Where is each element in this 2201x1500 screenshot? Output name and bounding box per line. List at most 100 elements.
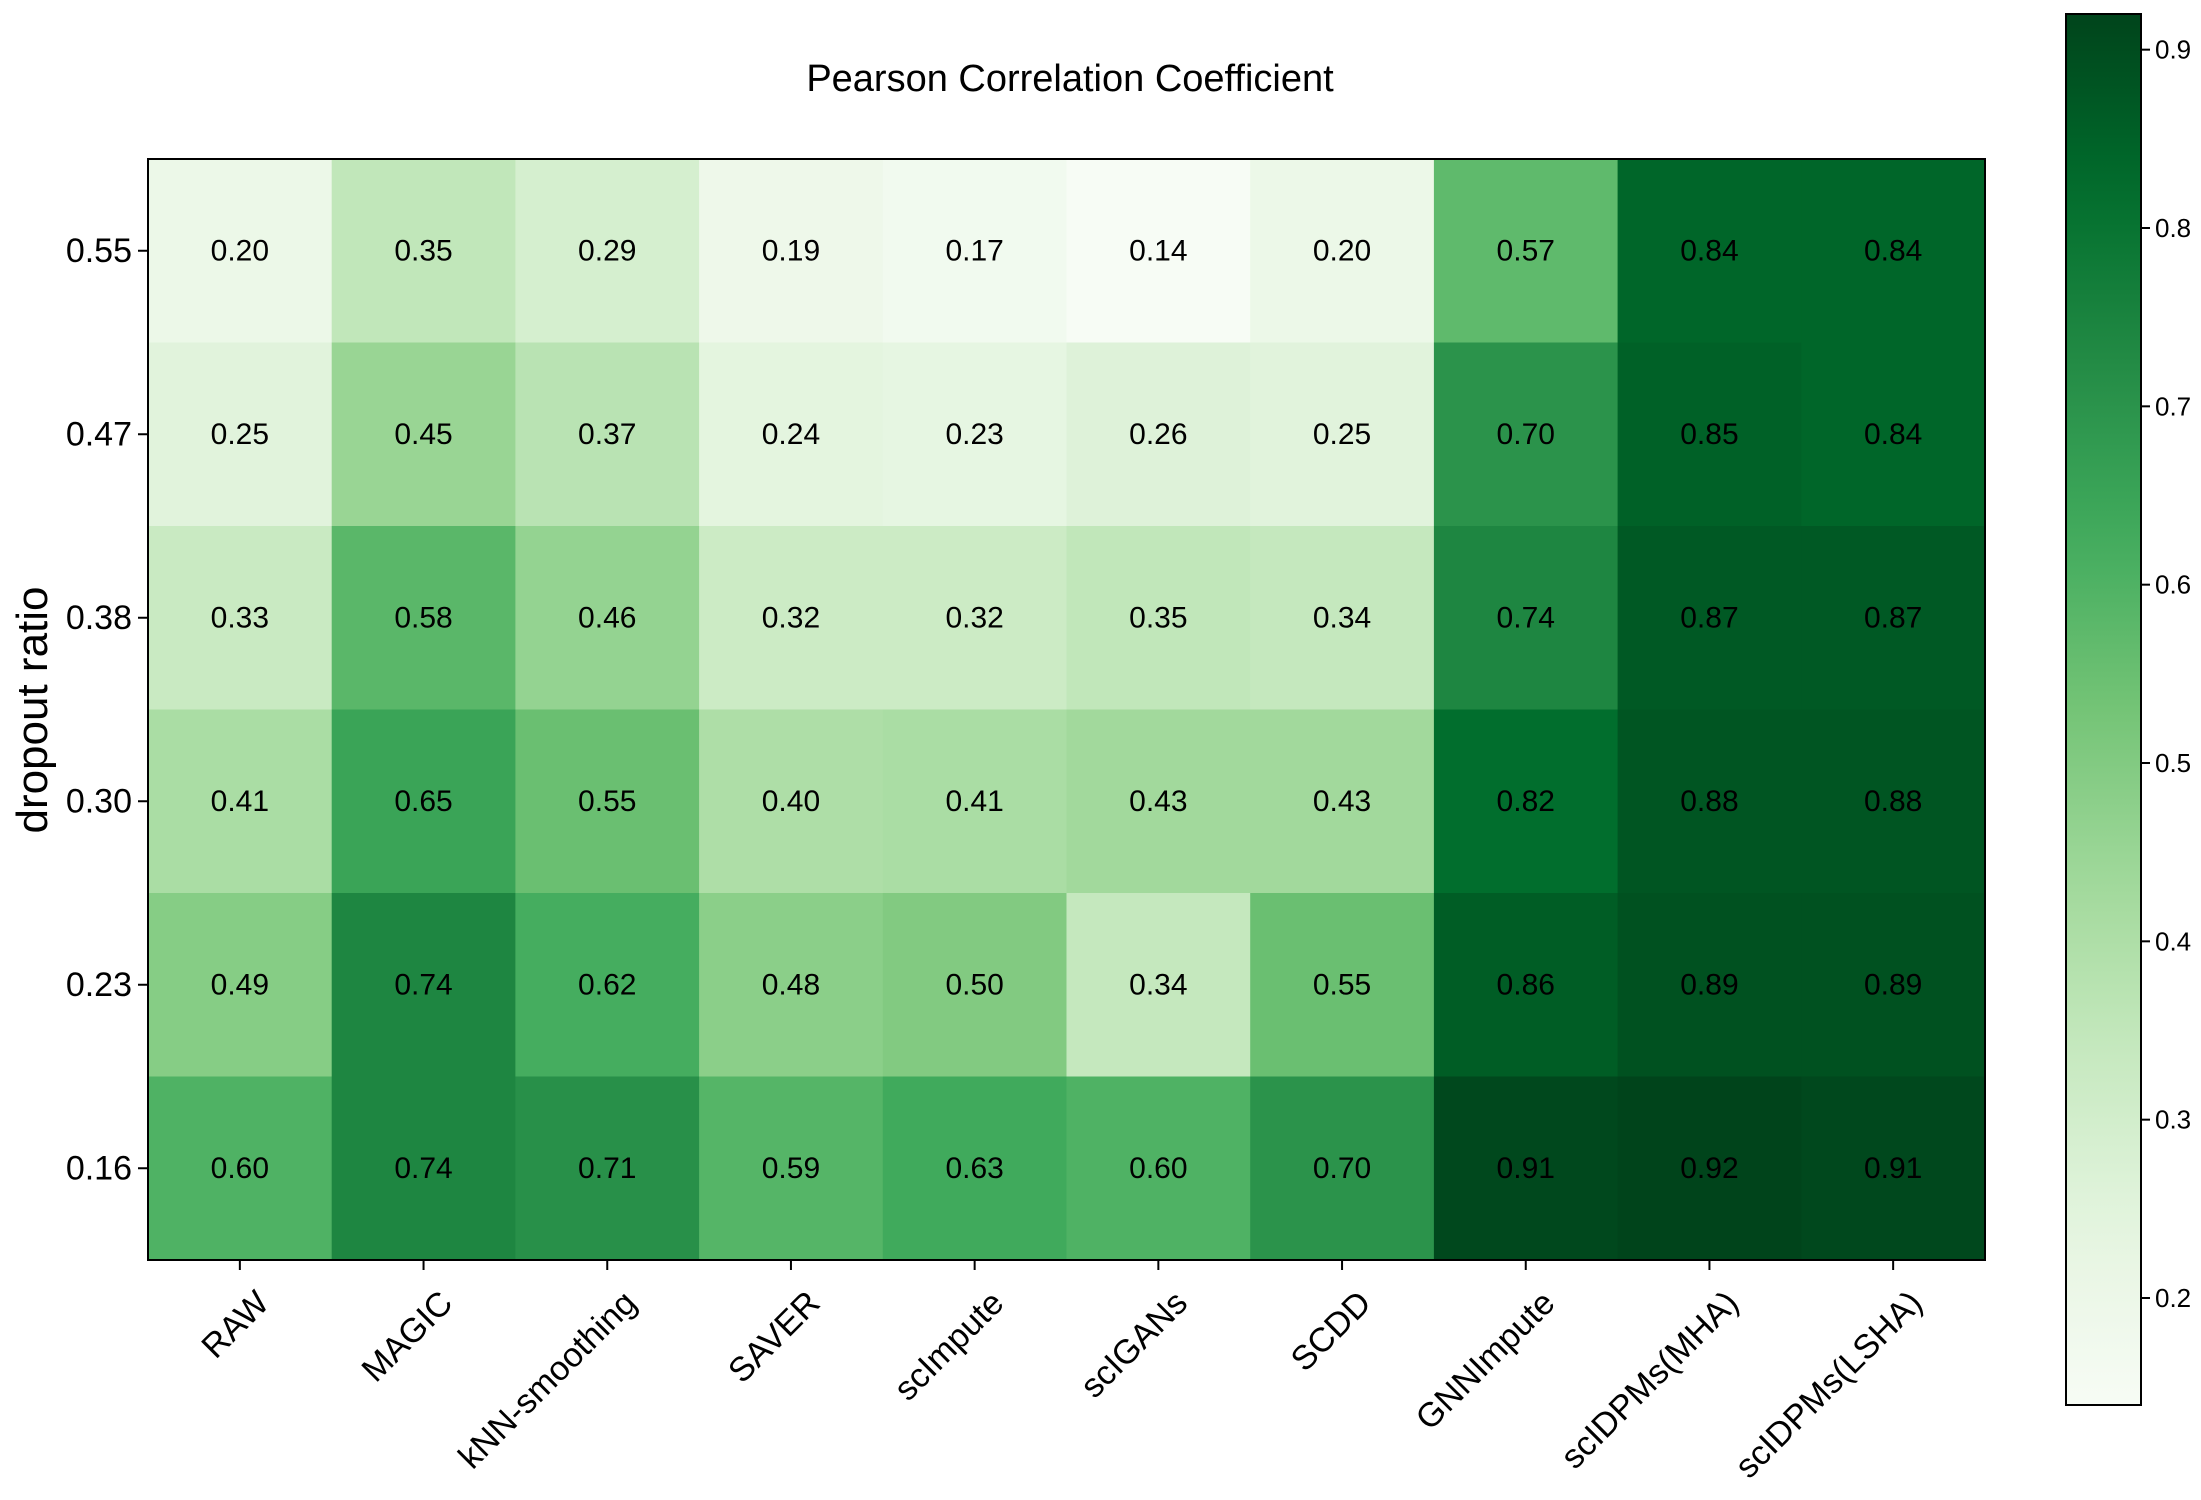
cell-value-label: 0.60 [211,1152,269,1185]
cell-value-label: 0.34 [1129,968,1187,1001]
heatmap-cell [699,159,884,344]
x-tick-label: SCDD [1284,1284,1379,1379]
cell-value-label: 0.41 [945,785,1003,818]
colorbar-tick-label: 0.5 [2155,748,2191,778]
heatmap-cell [1801,342,1986,527]
heatmap-cell [515,159,700,344]
heatmap-cell-labels: 0.20 0.35 0.29 0.19 0.17 0.14 0.20 0.57 0.84 0.84… [211,234,1923,1185]
heatmap-cell [331,342,516,527]
cell-value-label: 0.88 [1680,785,1738,818]
heatmap-cell [1250,893,1435,1078]
plot-frame [147,158,1986,1261]
cell-value-label: 0.89 [1680,968,1738,1001]
y-axis-label: dropout ratio [8,586,57,833]
y-tick-label: 0.47 [66,415,132,453]
heatmap-cell [1250,159,1435,344]
cell-value-label: 0.92 [1680,1152,1738,1185]
heatmap-cell [1066,893,1251,1078]
x-tick-label: SAVER [721,1284,828,1391]
heatmap-cell [515,526,700,711]
heatmap-cell [1250,709,1435,894]
heatmap-cell [699,526,884,711]
cell-value-label: 0.55 [1313,968,1371,1001]
cell-value-label: 0.17 [945,234,1003,267]
cell-value-label: 0.40 [762,785,820,818]
colorbar-ticks: 0.2 0.3 0.4 0.5 0.6 0.7 0.8 0.9 [2141,35,2191,1313]
cell-value-label: 0.82 [1497,785,1555,818]
colorbar-tick-label: 0.8 [2155,213,2191,243]
cell-value-label: 0.35 [1129,601,1187,634]
cell-value-label: 0.57 [1497,234,1555,267]
heatmap-cell [331,159,516,344]
heatmap-cell [331,893,516,1078]
heatmap-cell [1801,526,1986,711]
heatmap-cell [882,526,1068,711]
heatmap-cell [1801,709,1986,894]
x-tick-label: scIDPMs(LSHA) [1728,1284,1930,1486]
cell-value-label: 0.25 [211,418,269,451]
heatmap-cell [1617,159,1802,344]
heatmap-cell [699,342,884,527]
colorbar-tick-label: 0.7 [2155,391,2191,421]
heatmap-cell [1433,709,1619,894]
cell-value-label: 0.91 [1497,1152,1555,1185]
heatmap-cell [1066,1076,1251,1261]
heatmap-cell [699,893,884,1078]
x-tick-label: scImpute [887,1284,1011,1408]
cell-value-label: 0.26 [1129,418,1187,451]
cell-value-label: 0.45 [394,418,452,451]
heatmap-cell [1433,526,1619,711]
cell-value-label: 0.55 [578,785,636,818]
cell-value-label: 0.70 [1497,418,1555,451]
colorbar-tick-label: 0.6 [2155,570,2191,600]
heatmap-cell [515,1076,700,1261]
cell-value-label: 0.32 [945,601,1003,634]
heatmap-cell [148,709,333,894]
heatmap-cell [515,893,700,1078]
cell-value-label: 0.59 [762,1152,820,1185]
cell-value-label: 0.88 [1864,785,1922,818]
heatmap-cell [1250,342,1435,527]
heatmap-cell [1617,1076,1802,1261]
x-tick-label: GNNImpute [1409,1284,1563,1438]
heatmap-cell [148,1076,333,1261]
heatmap-cell [1433,1076,1619,1261]
cell-value-label: 0.70 [1313,1152,1371,1185]
cell-value-label: 0.63 [945,1152,1003,1185]
colorbar-tick-label: 0.9 [2155,35,2191,65]
heatmap-cell [1250,1076,1435,1261]
heatmap-cell [331,526,516,711]
y-tick-label: 0.23 [66,966,132,1004]
heatmap-cell [882,342,1068,527]
cell-value-label: 0.24 [762,418,820,451]
heatmap-cell [331,1076,516,1261]
cell-value-label: 0.46 [578,601,636,634]
colorbar-tick-label: 0.4 [2155,926,2191,956]
cell-value-label: 0.41 [211,785,269,818]
cell-value-label: 0.34 [1313,601,1371,634]
y-axis-ticks: 0.55 0.47 0.38 0.30 0.23 0.16 [66,232,148,1187]
cell-value-label: 0.49 [211,968,269,1001]
cell-value-label: 0.35 [394,234,452,267]
heatmap-cell [515,342,700,527]
heatmap-cell [1801,893,1986,1078]
colorbar-gradient [2065,13,2142,1406]
heatmap-cell [515,709,700,894]
cell-value-label: 0.74 [394,1152,452,1185]
colorbar-tick-label: 0.3 [2155,1105,2191,1135]
x-tick-label: scIGANs [1073,1284,1195,1406]
x-tick-label: MAGIC [354,1284,460,1390]
cell-value-label: 0.86 [1497,968,1555,1001]
cell-value-label: 0.58 [394,601,452,634]
cell-value-label: 0.65 [394,785,452,818]
heatmap-cell [331,709,516,894]
cell-value-label: 0.60 [1129,1152,1187,1185]
heatmap-cell [1433,893,1619,1078]
heatmap-cell [882,893,1068,1078]
y-tick-label: 0.55 [66,232,132,270]
cell-value-label: 0.43 [1129,785,1187,818]
x-tick-label: kNN-smoothing [451,1284,644,1477]
heatmap-cell [1617,709,1802,894]
